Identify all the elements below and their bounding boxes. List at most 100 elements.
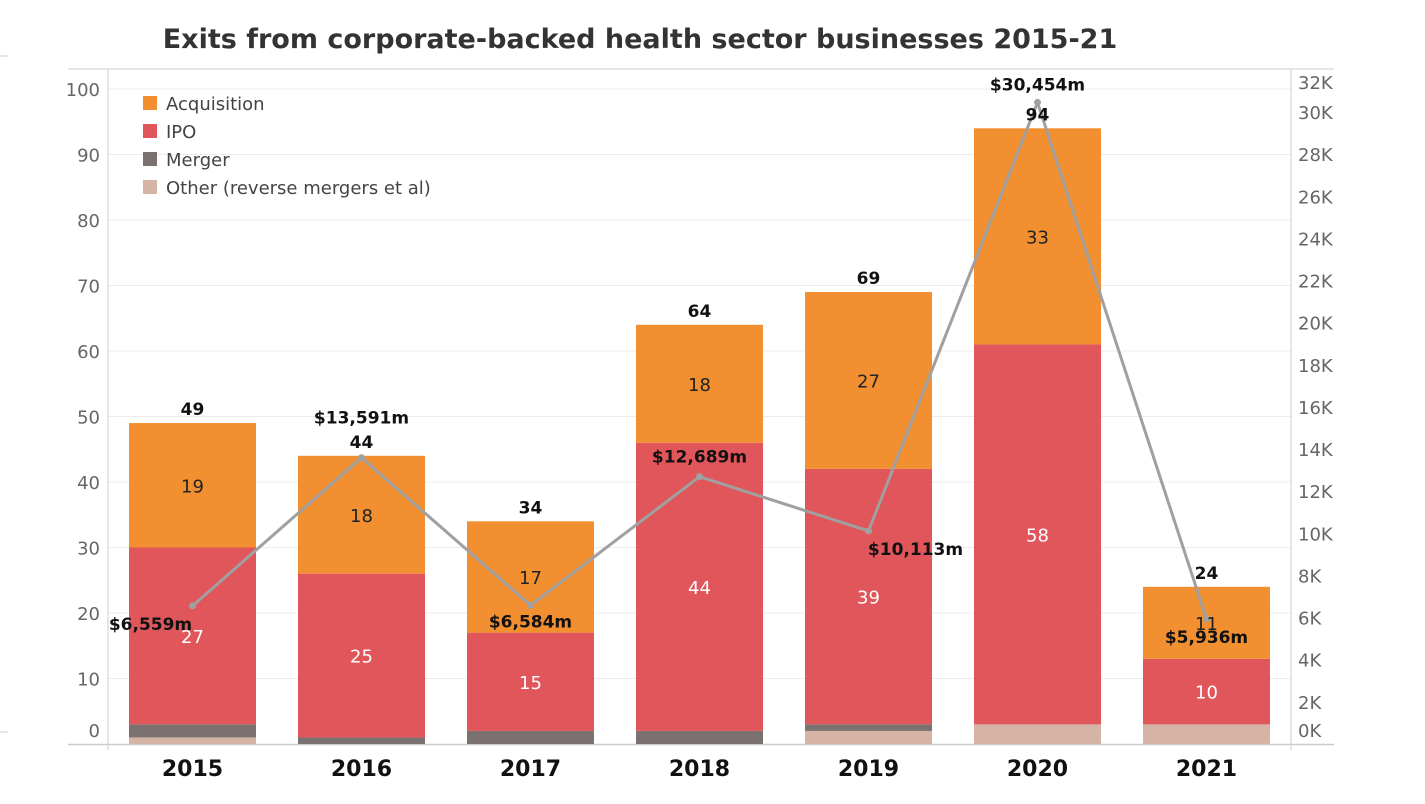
segment-label: 33 [1026,227,1049,248]
bar-segment-acquisition [467,521,594,633]
total-label: 69 [857,269,881,289]
legend: Acquisition IPO Merger Other (reverse merge… [143,94,431,199]
segment-label: 27 [181,627,204,648]
y-right-tick-label: 24K [1298,229,1334,250]
y-right-tick-label: 20K [1298,314,1334,335]
bars [129,128,1270,744]
y-right-tick-label: 30K [1298,103,1334,124]
bar-segment-other [805,730,932,744]
y-right-tick-label: 28K [1298,145,1334,166]
x-tick-label: 2015 [162,757,223,782]
bar-segment-acquisition [805,292,932,469]
y-right-tick-label: 10K [1298,524,1334,545]
value-line-label: $12,689m [652,448,747,468]
x-tick-label: 2020 [1007,757,1068,782]
value-line-point [865,527,872,535]
segment-label: 44 [688,578,711,599]
bar-segment-acquisition [636,324,763,443]
bar-segment-other [1143,724,1270,744]
bar-segment-other [129,737,256,744]
total-label: 34 [519,498,543,518]
segment-label: 11 [1195,614,1218,635]
bar-segment-merger [129,724,256,738]
bar-segment-other [974,724,1101,744]
y-left-tick-label: 100 [66,80,100,101]
bar-segment-ipo [1143,658,1270,725]
bar-segment-ipo [298,573,425,738]
total-label: 24 [1195,564,1219,584]
segment-label: 58 [1026,525,1049,546]
y-left-tick-label: 50 [77,408,100,429]
segment-label: 18 [688,375,711,396]
segment-label: 19 [181,476,204,497]
segment-label: 17 [519,568,542,589]
bar-segment-ipo [974,344,1101,725]
y-left-tick-label: 70 [77,277,100,298]
segment-label: 15 [519,673,542,694]
y-right-tick-label: 16K [1298,398,1334,419]
segment-label: 18 [350,506,373,527]
value-line-label: $30,454m [990,75,1085,95]
value-line-label: $13,591m [314,409,409,429]
x-tick-label: 2017 [500,757,561,782]
y-left-tick-label: 0 [89,721,100,742]
value-line-label: $6,559m [109,615,192,635]
data-labels: 27 25 15 44 39 58 10 19 18 17 18 27 33 11 49 44 34 64 69 94… [109,75,1248,703]
y-right-tick-label: 12K [1298,482,1334,503]
value-line-point [358,454,365,462]
y-right-tick-label: 32K [1298,73,1334,94]
bar-segment-ipo [467,632,594,731]
legend-label: Other (reverse mergers et al) [166,178,431,199]
bar-segment-merger [636,730,763,744]
bar-segment-merger [298,737,425,744]
legend-swatch [143,180,157,194]
y-left-tick-label: 60 [77,342,100,363]
y-left-tick-label: 80 [77,211,100,232]
bar-segment-merger [467,730,594,744]
y-right-tick-label: 22K [1298,272,1334,293]
y-left-tick-label: 10 [77,670,100,691]
x-tick-label: 2018 [669,757,730,782]
y-right-tick-label: 4K [1298,651,1322,672]
legend-label: Merger [166,150,230,171]
x-tick-label: 2019 [838,757,899,782]
value-line-label: $10,113m [868,540,963,560]
value-line [189,98,1210,623]
bar-segment-ipo [129,547,256,725]
x-tick-label: 2016 [331,757,392,782]
axes: 0 10 20 30 40 50 60 70 80 90 100 0K 2K 4K 6K 8K 10K 12K 14… [66,73,1334,782]
y-right-tick-label: 14K [1298,440,1334,461]
bar-segment-acquisition [1143,586,1270,659]
value-line-point [527,601,534,609]
bar-segment-acquisition [129,423,256,548]
legend-swatch [143,124,157,138]
value-line-point [1034,98,1041,106]
y-left-tick-label: 30 [77,539,100,560]
value-line-point [189,602,196,610]
y-right-tick-label: 6K [1298,609,1322,630]
total-label: 64 [688,302,712,322]
y-right-tick-label: 18K [1298,356,1334,377]
legend-label: IPO [166,122,196,143]
bar-segment-ipo [805,468,932,725]
total-label: 44 [350,433,374,453]
y-right-tick-label: 26K [1298,187,1334,208]
value-line-point [696,473,703,481]
segment-label: 39 [857,588,880,609]
bar-segment-acquisition [298,455,425,574]
bar-segment-merger [805,724,932,731]
segment-label: 25 [350,647,373,668]
segment-label: 27 [857,371,880,392]
value-line-label: $5,936m [1165,628,1248,648]
legend-label: Acquisition [166,94,265,115]
total-label: 94 [1026,105,1050,125]
x-tick-label: 2021 [1176,757,1237,782]
value-line-point [1203,615,1210,623]
segment-label: 10 [1195,683,1218,704]
y-right-tick-label: 2K [1298,693,1322,714]
chart-title: Exits from corporate-backed health secto… [163,24,1118,55]
y-left-tick-label: 90 [77,146,100,167]
y-left-tick-label: 40 [77,473,100,494]
legend-swatch [143,96,157,110]
